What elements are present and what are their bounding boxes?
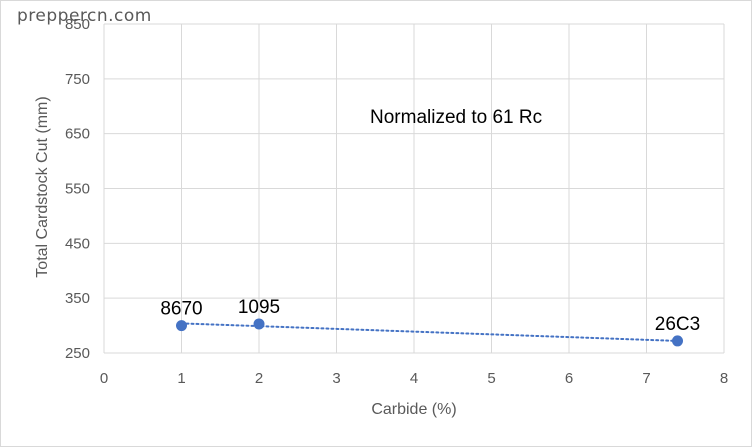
y-axis-ticks: 250 350 450 550 650 750 850 bbox=[65, 16, 90, 362]
y-tick-label: 450 bbox=[65, 235, 90, 252]
x-axis-title: Carbide (%) bbox=[371, 401, 456, 418]
data-point-8670 bbox=[176, 320, 187, 332]
data-point-26C3 bbox=[672, 335, 683, 347]
point-label-8670: 8670 bbox=[160, 299, 202, 320]
y-tick-label: 650 bbox=[65, 126, 90, 143]
data-points bbox=[176, 318, 683, 347]
y-tick-label: 350 bbox=[65, 290, 90, 307]
y-tick-label: 850 bbox=[65, 16, 90, 33]
x-tick-label: 0 bbox=[100, 370, 108, 387]
point-label-1095: 1095 bbox=[238, 297, 280, 318]
x-tick-label: 7 bbox=[642, 370, 650, 387]
x-tick-label: 8 bbox=[720, 370, 728, 387]
x-tick-label: 3 bbox=[332, 370, 340, 387]
point-label-26C3: 26C3 bbox=[655, 314, 700, 335]
x-tick-label: 5 bbox=[487, 370, 495, 387]
x-axis-ticks: 0 1 2 3 4 5 6 7 8 bbox=[100, 370, 728, 387]
grid-lines bbox=[103, 23, 725, 354]
watermark-text: preppercn.com bbox=[17, 6, 152, 26]
y-axis-title: Total Cardstock Cut (mm) bbox=[34, 96, 51, 277]
x-tick-label: 1 bbox=[177, 370, 185, 387]
trendline bbox=[180, 322, 679, 342]
y-tick-label: 250 bbox=[65, 345, 90, 362]
x-tick-label: 2 bbox=[255, 370, 263, 387]
trendline-group bbox=[180, 322, 679, 342]
y-tick-label: 550 bbox=[65, 181, 90, 198]
y-tick-label: 750 bbox=[65, 71, 90, 88]
data-point-1095 bbox=[253, 318, 265, 330]
x-tick-label: 4 bbox=[410, 370, 418, 387]
annotation-text: Normalized to 61 Rc bbox=[370, 107, 542, 128]
x-tick-label: 6 bbox=[565, 370, 573, 387]
point-labels: 8670 1095 26C3 bbox=[160, 297, 700, 335]
